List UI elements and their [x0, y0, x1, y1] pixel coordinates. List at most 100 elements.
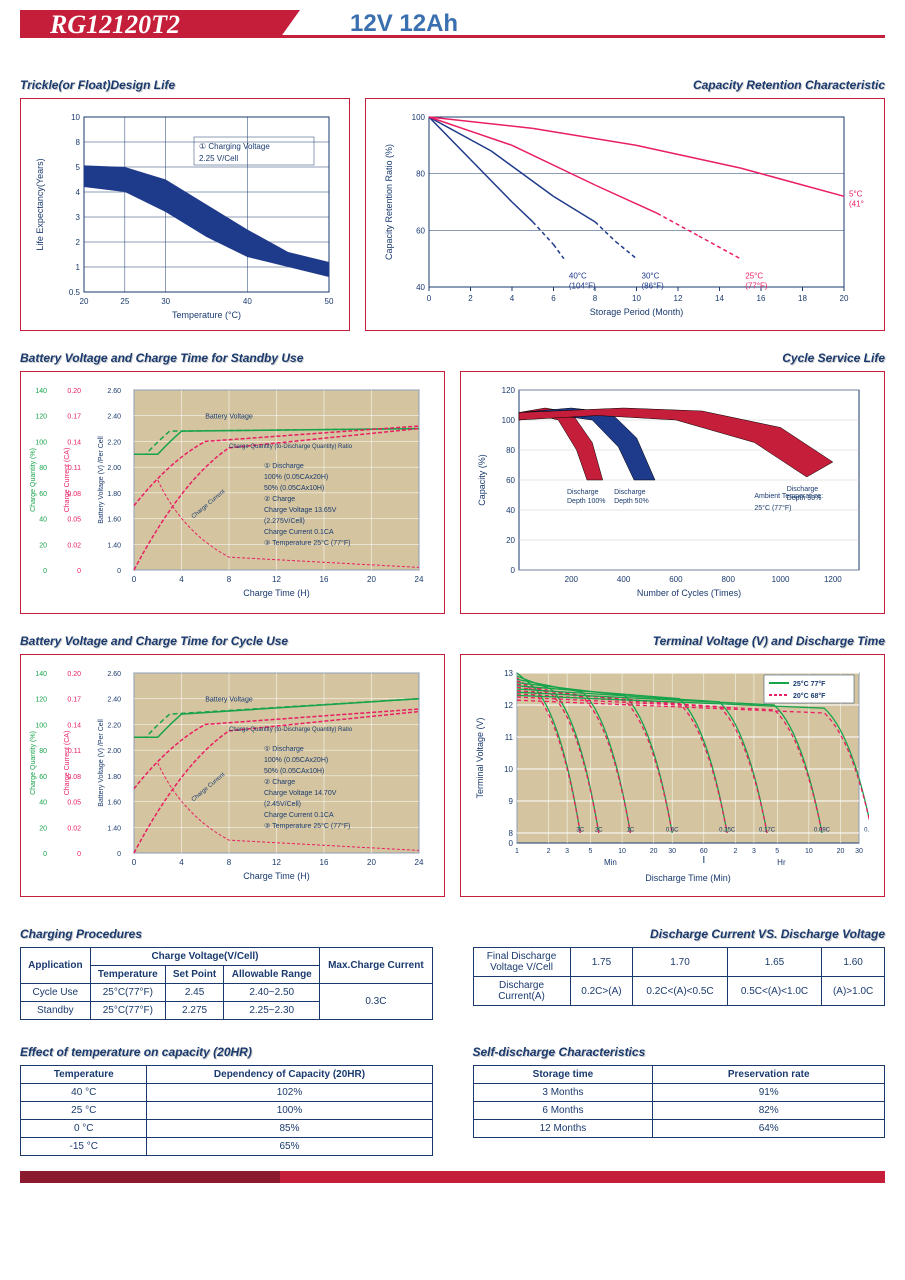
svg-text:(86°F): (86°F) [642, 282, 665, 291]
svg-text:0: 0 [77, 851, 81, 858]
svg-text:8: 8 [76, 138, 81, 147]
svg-text:Storage Period (Month): Storage Period (Month) [590, 307, 684, 317]
svg-text:20: 20 [650, 848, 658, 855]
cell: 100% [147, 1102, 432, 1120]
header: RG12120T2 12V 12Ah [20, 10, 885, 48]
svg-text:0: 0 [43, 568, 47, 575]
svg-text:3: 3 [565, 848, 569, 855]
svg-text:10: 10 [504, 765, 513, 774]
svg-text:Charge Voltage 14.70V: Charge Voltage 14.70V [264, 790, 337, 797]
cell: 1.65 [727, 948, 821, 977]
svg-text:2: 2 [547, 848, 551, 855]
svg-text:0.20: 0.20 [67, 671, 81, 678]
svg-text:18: 18 [798, 294, 807, 303]
svg-text:① Discharge: ① Discharge [264, 745, 304, 753]
svg-text:Charge Current (CA): Charge Current (CA) [64, 448, 71, 513]
svg-text:Terminal Voltage (V): Terminal Voltage (V) [475, 717, 485, 798]
svg-text:100% (0.05CAx20H): 100% (0.05CAx20H) [264, 474, 328, 481]
svg-text:0: 0 [77, 568, 81, 575]
cell: 40 °C [21, 1084, 147, 1102]
svg-text:4: 4 [510, 294, 515, 303]
svg-text:1C: 1C [627, 827, 635, 833]
cell: 1.70 [633, 948, 727, 977]
svg-text:Battery Voltage: Battery Voltage [205, 413, 253, 420]
svg-text:1000: 1000 [772, 575, 790, 584]
svg-text:24: 24 [415, 858, 424, 867]
svg-text:0: 0 [511, 566, 516, 575]
svg-text:4: 4 [179, 858, 184, 867]
svg-text:80: 80 [39, 465, 47, 472]
svg-text:2.40: 2.40 [107, 697, 121, 704]
cell: 0.2C>(A) [570, 977, 633, 1006]
svg-text:100% (0.05CAx20H): 100% (0.05CAx20H) [264, 757, 328, 764]
svg-text:120: 120 [502, 386, 516, 395]
svg-text:400: 400 [617, 575, 631, 584]
svg-text:20°C 68°F: 20°C 68°F [793, 692, 826, 700]
chart3-panel: 02040608010012014000.020.050.080.110.140… [20, 371, 445, 614]
svg-text:0.17: 0.17 [67, 697, 81, 704]
th-dc: Discharge Current(A) [473, 977, 570, 1006]
svg-text:Hr: Hr [777, 858, 786, 867]
svg-text:40: 40 [243, 297, 252, 306]
svg-text:3: 3 [76, 213, 81, 222]
svg-text:20: 20 [367, 858, 376, 867]
cell: 2.275 [165, 1002, 223, 1020]
th: Preservation rate [653, 1066, 885, 1084]
svg-text:② Charge: ② Charge [264, 495, 295, 503]
cell: Cycle Use [21, 984, 91, 1002]
svg-text:1.60: 1.60 [107, 800, 121, 807]
chart4-panel: 02040608010012020040060080010001200Disch… [460, 371, 885, 614]
svg-text:0.05: 0.05 [67, 517, 81, 524]
svg-text:30°C: 30°C [642, 272, 660, 281]
svg-text:0: 0 [427, 294, 432, 303]
svg-text:120: 120 [35, 414, 47, 421]
svg-text:20: 20 [39, 542, 47, 549]
cell: 1.75 [570, 948, 633, 977]
svg-text:0.05: 0.05 [67, 800, 81, 807]
svg-text:120: 120 [35, 697, 47, 704]
svg-text:25°C (77°F): 25°C (77°F) [754, 504, 791, 512]
svg-text:Discharge Time (Min): Discharge Time (Min) [645, 873, 731, 883]
svg-text:800: 800 [722, 575, 736, 584]
svg-text:1: 1 [515, 848, 519, 855]
svg-text:80: 80 [506, 446, 515, 455]
charging-procedures-table: Application Charge Voltage(V/Cell) Max.C… [20, 947, 433, 1020]
svg-text:0.14: 0.14 [67, 439, 81, 446]
cell: 2.25~2.30 [224, 1002, 320, 1020]
svg-text:6: 6 [551, 294, 556, 303]
svg-text:Capacity (%): Capacity (%) [477, 454, 487, 506]
th-temp: Temperature [90, 966, 165, 984]
svg-text:Discharge: Discharge [787, 486, 819, 493]
svg-text:60: 60 [39, 491, 47, 498]
cell: 64% [653, 1120, 885, 1138]
cell-max: 0.3C [320, 984, 432, 1020]
svg-text:0: 0 [509, 839, 514, 848]
svg-text:① Charging Voltage: ① Charging Voltage [199, 142, 270, 151]
svg-text:3C: 3C [576, 827, 584, 833]
svg-text:Charge Current 0.1CA: Charge Current 0.1CA [264, 812, 334, 819]
svg-text:Number of Cycles (Times): Number of Cycles (Times) [637, 588, 741, 598]
svg-text:100: 100 [412, 113, 426, 122]
svg-text:50% (0.05CAx10H): 50% (0.05CAx10H) [264, 485, 324, 492]
cell: Standby [21, 1002, 91, 1020]
th-ar: Allowable Range [224, 966, 320, 984]
svg-text:40°C: 40°C [569, 272, 587, 281]
chart6-title: Terminal Voltage (V) and Discharge Time [460, 634, 885, 648]
model-number: RG12120T2 [50, 10, 180, 40]
svg-text:Charge Quantity (to-Discharge: Charge Quantity (to-Discharge Quantity) … [229, 727, 353, 733]
svg-text:Depth 100%: Depth 100% [567, 498, 606, 505]
svg-text:60: 60 [700, 848, 708, 855]
svg-text:5: 5 [775, 848, 779, 855]
th-fdv: Final Discharge Voltage V/Cell [473, 948, 570, 977]
svg-text:Charge Quantity (%): Charge Quantity (%) [30, 448, 37, 512]
cell: 12 Months [473, 1120, 653, 1138]
svg-text:20: 20 [80, 297, 89, 306]
svg-text:5: 5 [588, 848, 592, 855]
th-cv: Charge Voltage(V/Cell) [90, 948, 320, 966]
svg-text:80: 80 [416, 170, 425, 179]
svg-text:20: 20 [840, 294, 849, 303]
svg-text:2.00: 2.00 [107, 465, 121, 472]
svg-text:1: 1 [76, 263, 81, 272]
cell: 0.2C<(A)<0.5C [633, 977, 727, 1006]
svg-text:10: 10 [71, 113, 80, 122]
